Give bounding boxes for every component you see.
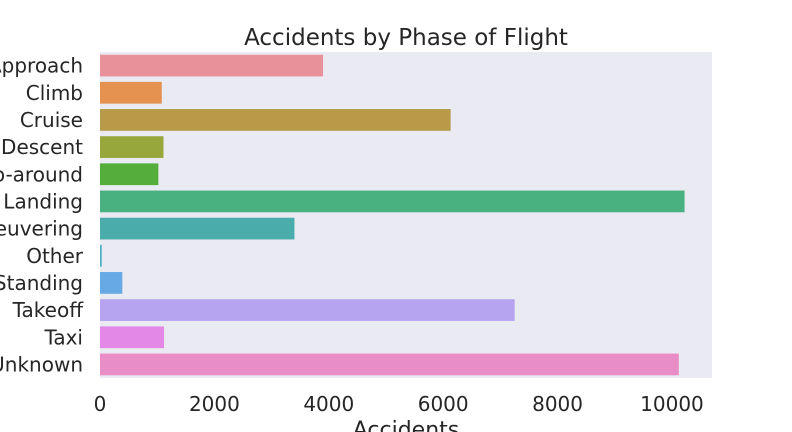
bars-group [100, 54, 685, 376]
bar-takeoff [100, 299, 515, 321]
bar-descent [100, 136, 164, 158]
bar-maneuvering [100, 217, 295, 240]
x-tick-label: 2000 [189, 392, 240, 416]
x-tick-label: 0 [94, 392, 107, 416]
bar-standing [100, 272, 123, 294]
y-tick-label: Unknown [0, 352, 83, 376]
x-tick-label: 8000 [532, 392, 583, 416]
y-tick-label: Approach [0, 54, 83, 78]
bar-unknown [100, 353, 679, 376]
bar-landing [100, 190, 685, 213]
y-tick-label: Taxi [43, 325, 83, 349]
y-tick-label: Landing [3, 189, 83, 213]
y-tick-label: Standing [0, 271, 83, 295]
chart-title: Accidents by Phase of Flight [244, 25, 568, 51]
x-tick-label: 10000 [640, 392, 704, 416]
x-tick-label: 4000 [303, 392, 354, 416]
x-tick-label: 6000 [418, 392, 469, 416]
y-tick-label: Maneuvering [0, 217, 83, 241]
plot-area [100, 52, 712, 378]
bar-taxi [100, 326, 165, 349]
x-axis-label: Accidents [353, 418, 460, 432]
y-tick-label: Cruise [20, 108, 83, 132]
y-tick-label: Go-around [0, 162, 83, 186]
x-tick-labels: 0 2000 4000 6000 8000 10000 [94, 392, 704, 416]
bar-other [100, 244, 102, 267]
y-tick-label: Climb [26, 81, 83, 105]
bar-go-around [100, 163, 159, 186]
y-tick-label: Descent [1, 135, 83, 159]
bar-approach [100, 54, 324, 77]
bar-cruise [100, 109, 451, 131]
y-tick-label: Takeoff [12, 298, 85, 322]
y-tick-labels: Approach Climb Cruise Descent Go-around Landi… [0, 54, 84, 377]
y-tick-label: Other [26, 244, 84, 268]
bar-climb [100, 81, 162, 104]
